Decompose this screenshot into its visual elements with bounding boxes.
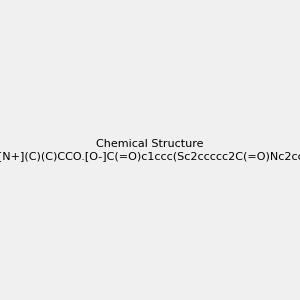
Text: Chemical Structure
C[N+](C)(C)CCO.[O-]C(=O)c1ccc(Sc2ccccc2C(=O)Nc2ccc: Chemical Structure C[N+](C)(C)CCO.[O-]C(… (0, 139, 300, 161)
